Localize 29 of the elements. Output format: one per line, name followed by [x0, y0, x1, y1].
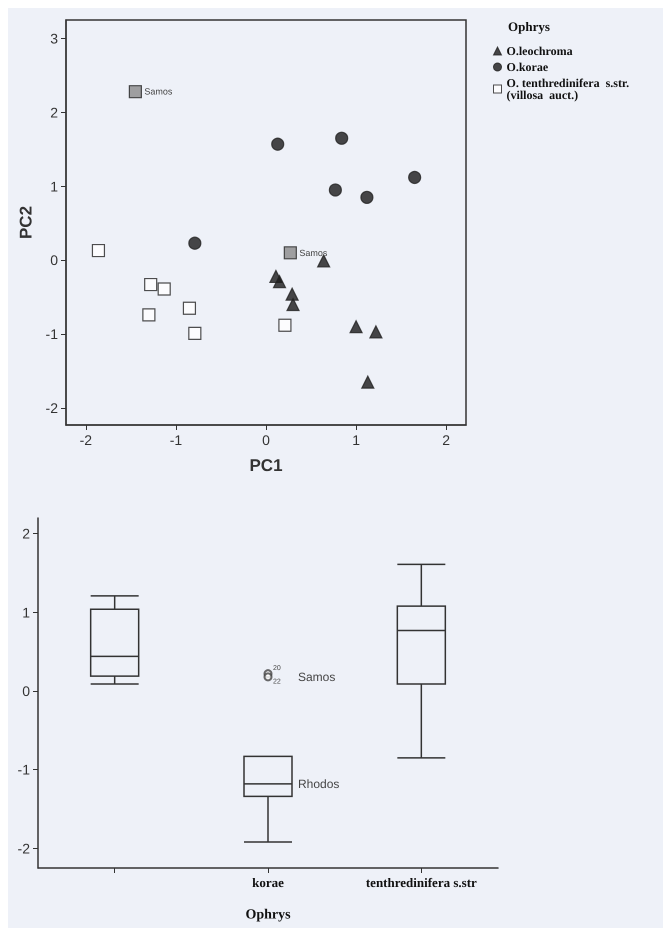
y-tick-label: 0 [50, 252, 58, 268]
y-tick-label: -2 [46, 400, 58, 416]
y-tick-label: 1 [50, 178, 58, 194]
x-axis-title: PC1 [249, 456, 283, 475]
annotation: Samos [299, 248, 328, 258]
y-axis-title: PC2 [16, 206, 36, 240]
y-tick-label: 1 [22, 604, 30, 620]
y-tick-label: 2 [22, 526, 30, 542]
legend-label: O.korae [506, 60, 549, 74]
legend-label: O.leochroma [506, 44, 573, 58]
annotation: Rhodos [298, 776, 340, 791]
x-tick-label: -1 [170, 432, 182, 448]
x-tick-label: 0 [262, 432, 270, 448]
x-tick-label: 1 [352, 432, 360, 448]
annotation: Samos [298, 670, 336, 684]
y-tick-label: 3 [50, 30, 58, 46]
y-tick-label: -1 [18, 762, 30, 778]
y-tick-label: 2 [50, 104, 58, 120]
legend-label: O. tenthredinifera s.str. (villosa auct.) [506, 76, 630, 102]
annotation: Samos [144, 86, 173, 97]
legend-title: Ophrys [508, 19, 550, 34]
x-tick-label: korae [252, 875, 284, 890]
x-axis-title: Ophrys [245, 908, 292, 922]
x-tick-label: -2 [80, 432, 92, 448]
y-tick-label: 0 [22, 683, 30, 700]
x-tick-label: 2 [442, 432, 450, 448]
y-tick-label: -1 [46, 326, 58, 342]
y-tick-label: -2 [18, 840, 30, 856]
x-tick-label: tenthredinifera s.str [366, 875, 478, 890]
